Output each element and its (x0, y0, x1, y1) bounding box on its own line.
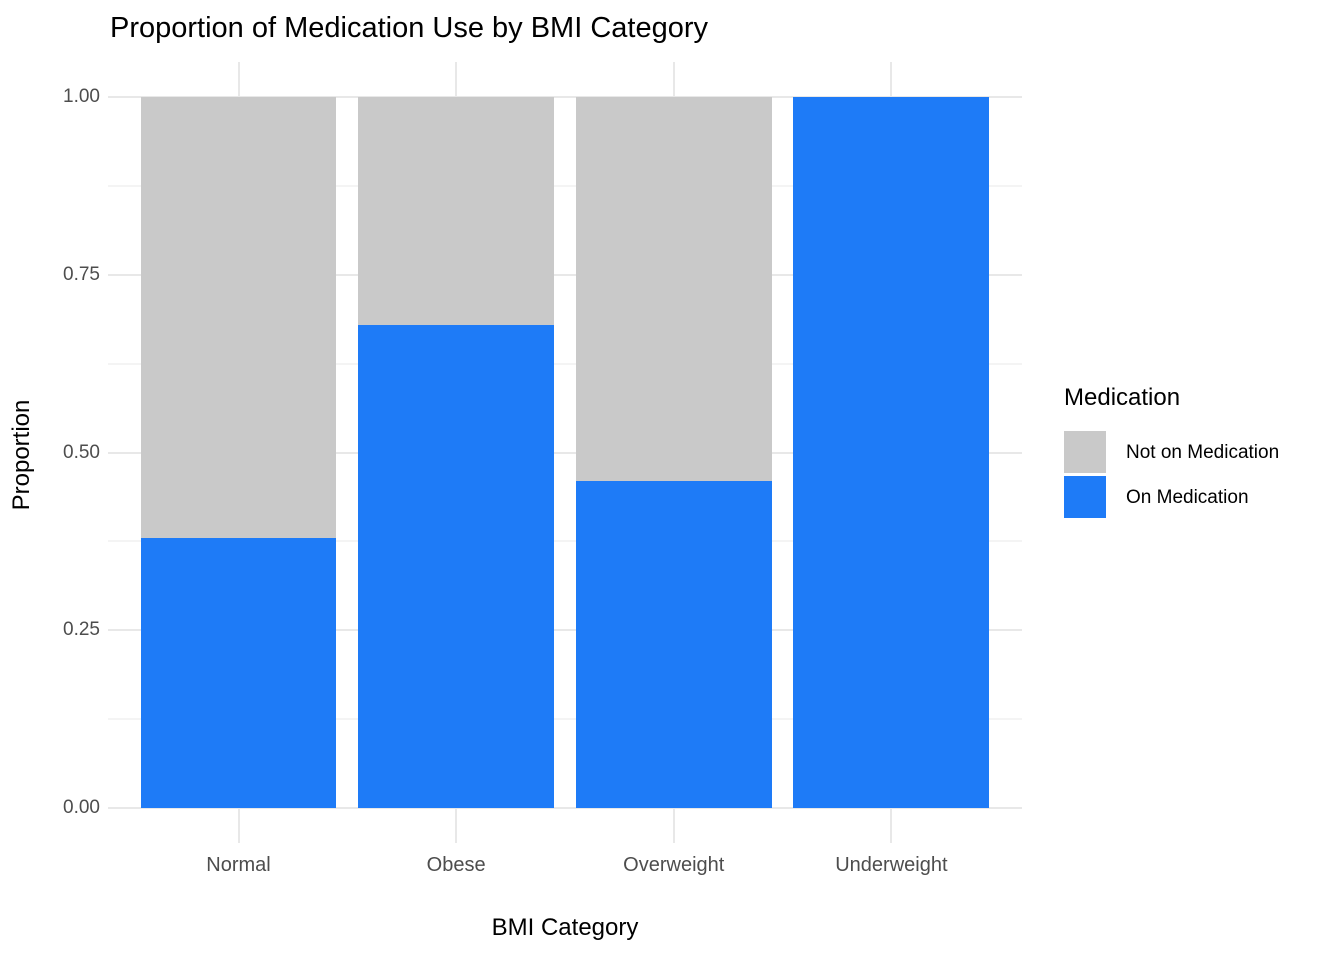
bar-segment-not-on-medication (358, 97, 555, 325)
y-axis-tick-label: 0.25 (63, 619, 100, 641)
bar-segment-not-on-medication (575, 97, 772, 481)
gridline-major-y (108, 96, 1022, 98)
y-axis-title: Proportion (8, 399, 35, 511)
legend-swatch (1064, 476, 1106, 518)
gridline-major-y (108, 629, 1022, 632)
legend-item-label: Not on Medication (1126, 441, 1280, 463)
legend-item: On Medication (1062, 475, 1249, 520)
gridline-minor-y (108, 362, 1022, 365)
plot-panel (108, 62, 1022, 843)
y-axis-tick-label: 0.00 (63, 797, 100, 818)
x-axis-tick-label: Normal (206, 854, 271, 876)
gridline-minor-y (108, 540, 1022, 543)
gridline-major-y (108, 451, 1022, 454)
gridline-minor-y (108, 184, 1022, 187)
legend-item-label: On Medication (1126, 486, 1249, 508)
gridline-major-y (108, 273, 1022, 276)
bar-segment-on-medication (575, 480, 772, 808)
chart-title: Proportion of Medication Use by BMI Cate… (110, 12, 708, 44)
legend-swatch (1064, 431, 1106, 473)
bar-segment-on-medication (793, 97, 990, 808)
y-axis-tick-label: 1.00 (63, 86, 100, 107)
legend: Medication Not on Medication On Medicatio… (1062, 384, 1279, 520)
legend-title: Medication (1064, 384, 1181, 411)
gridline-major-y (108, 807, 1022, 809)
bar-segment-not-on-medication (140, 97, 337, 538)
y-axis-tick-label: 0.75 (63, 263, 100, 285)
gridline-minor-y (108, 718, 1022, 721)
bar-segment-on-medication (140, 537, 337, 808)
bar-segment-on-medication (358, 324, 555, 808)
x-axis-title: BMI Category (491, 914, 639, 941)
legend-item: Not on Medication (1062, 430, 1279, 475)
x-axis-tick-label: Overweight (623, 854, 725, 876)
x-axis-tick-label: Underweight (835, 854, 948, 876)
x-axis-tick-label: Obese (426, 854, 486, 876)
y-axis-tick-label: 0.50 (63, 441, 100, 463)
